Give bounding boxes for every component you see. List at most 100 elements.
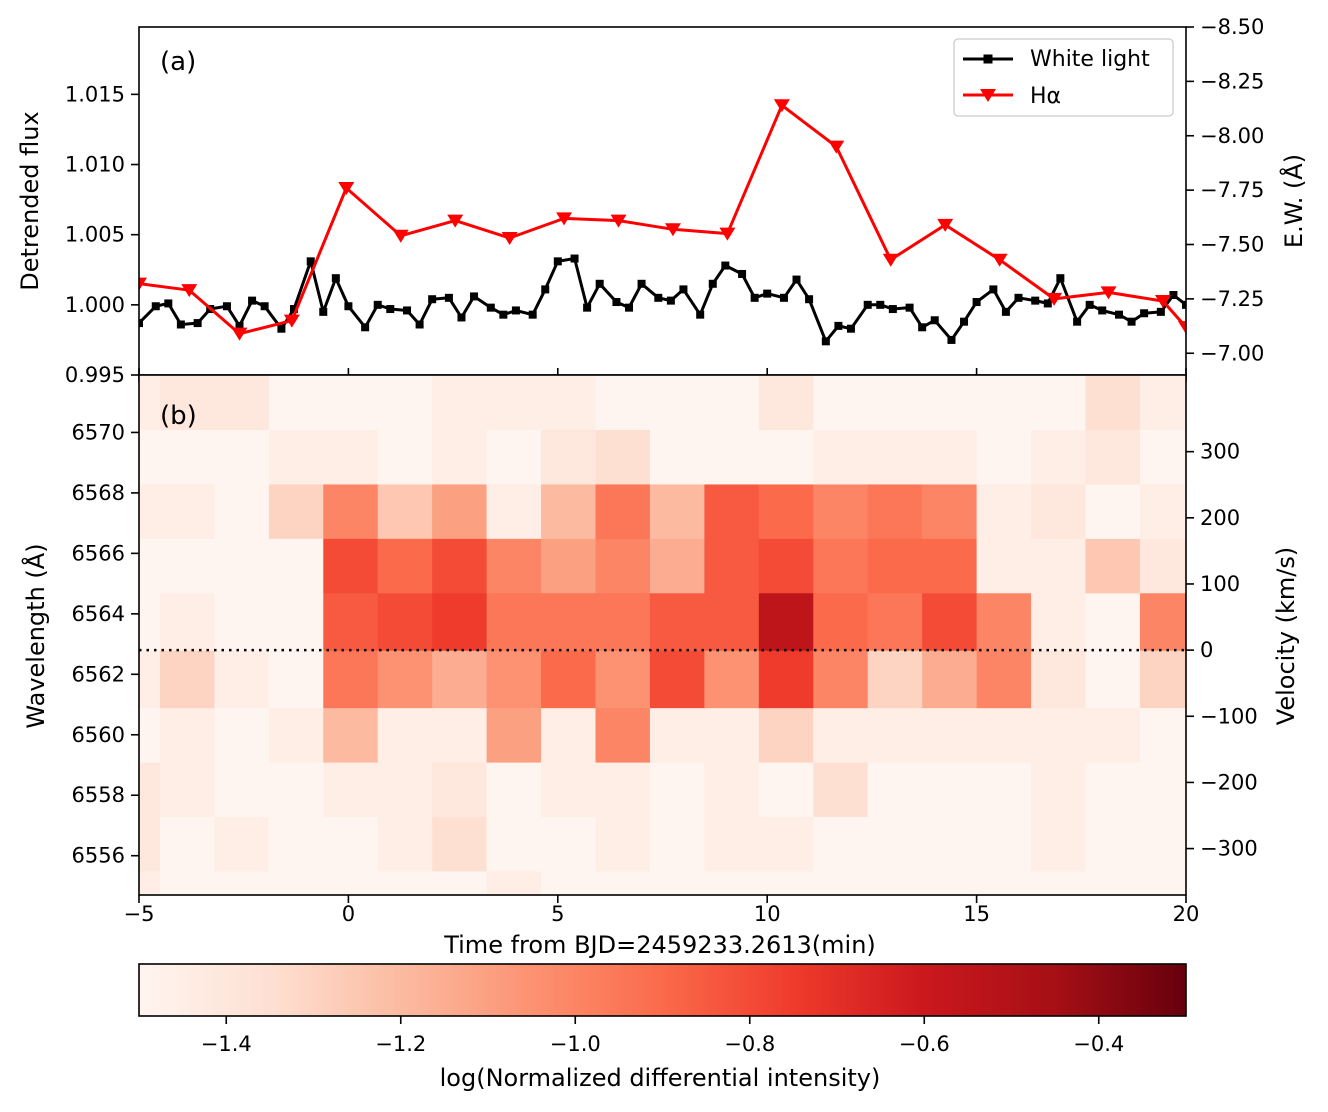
heatmap-cell [323, 375, 379, 431]
time-tick-label: −5 [124, 902, 155, 926]
heatmap-cell [758, 707, 814, 763]
colorbar-tick-label: −1.4 [201, 1032, 252, 1056]
heatmap-cell [432, 707, 488, 763]
heatmap-cell [813, 483, 869, 539]
heatmap-cell [159, 538, 215, 594]
heatmap-cell [139, 707, 161, 763]
h-alpha-point [937, 218, 954, 232]
heatmap-cell [595, 429, 651, 485]
white-light-point [738, 269, 747, 278]
wavelength-tick-label: 6562 [72, 662, 125, 686]
white-light-point [960, 317, 969, 326]
white-light-point [415, 320, 424, 329]
white-light-point [750, 293, 759, 302]
white-light-point [972, 298, 981, 307]
heatmap-cell [432, 650, 488, 709]
heatmap-cell [214, 429, 270, 485]
white-light-point [721, 261, 730, 270]
white-light-point [499, 310, 508, 319]
white-light-point [624, 303, 633, 312]
right-ew-tick-label: −8.25 [1200, 69, 1264, 93]
h-alpha-point [139, 277, 147, 291]
heatmap-cell [704, 870, 760, 895]
heatmap-cell [1139, 870, 1186, 895]
heatmap-cell [595, 650, 651, 709]
heatmap-cell [813, 429, 869, 485]
velocity-tick-label: 200 [1200, 506, 1240, 530]
white-light-point [1056, 274, 1065, 283]
white-light-point [696, 310, 705, 319]
panel-b-frame [138, 374, 1187, 896]
white-light-point [176, 320, 185, 329]
time-tick-label: 0 [342, 902, 355, 926]
heatmap-cell [486, 375, 542, 431]
white-light-point [1169, 291, 1178, 300]
h-alpha-point [664, 223, 681, 237]
white-light-point [888, 305, 897, 314]
heatmap-cell [1139, 707, 1186, 763]
heatmap-cell [268, 761, 324, 817]
heatmap-cell [377, 870, 433, 895]
heatmap-cell [976, 592, 1032, 651]
heatmap-cell [758, 761, 814, 817]
heatmap-cell [541, 375, 597, 431]
heatmap-cell [323, 650, 379, 709]
white-light-point [222, 302, 231, 311]
heatmap-cell [813, 707, 869, 763]
white-light-point [821, 337, 830, 346]
h-alpha-point [882, 253, 899, 267]
wavelength-tick-label: 6568 [72, 481, 125, 505]
heatmap-cell [432, 483, 488, 539]
heatmap-cell [704, 650, 760, 709]
white-light-point [918, 323, 927, 332]
heatmap-cell [214, 650, 270, 709]
h-alpha-point [828, 140, 845, 154]
heatmap-cell [758, 429, 814, 485]
heatmap-cell [486, 650, 542, 709]
heatmap-cell [922, 592, 978, 651]
white-light-point [947, 335, 956, 344]
wavelength-tick-label: 6560 [72, 723, 125, 747]
heatmap-cell [268, 650, 324, 709]
heatmap-cell [377, 707, 433, 763]
white-light-point [457, 313, 466, 322]
velocity-tick-label: 0 [1200, 638, 1213, 662]
heatmap-cell [758, 592, 814, 651]
heatmap-cell [541, 483, 597, 539]
heatmap-cell [377, 650, 433, 709]
white-light-point [511, 306, 520, 315]
h-alpha-point [447, 214, 464, 228]
white-light-point [708, 279, 717, 288]
h-alpha-point [338, 181, 355, 195]
white-light-point [260, 302, 269, 311]
heatmap-cell [139, 870, 161, 895]
white-light-point [1043, 299, 1052, 308]
heatmap-cell [541, 538, 597, 594]
white-light-point [151, 302, 160, 311]
heatmap-cell [922, 870, 978, 895]
white-light-point [1073, 317, 1082, 326]
heatmap-cell [139, 761, 161, 817]
heatmap-cell [486, 707, 542, 763]
heatmap-cell [649, 429, 705, 485]
heatmap-cell [432, 870, 488, 895]
heatmap-cell [649, 650, 705, 709]
white-light-point [277, 324, 286, 333]
heatmap-cell [922, 816, 978, 872]
velocity-tick-label: −300 [1200, 837, 1258, 861]
heatmap-cell [1139, 429, 1186, 485]
heatmap-cell [649, 538, 705, 594]
heatmap-cell [758, 375, 814, 431]
heatmap-cell [541, 429, 597, 485]
heatmap-cell [758, 538, 814, 594]
heatmap-cell [976, 429, 1032, 485]
heatmap-cell [704, 429, 760, 485]
heatmap-cell [1031, 707, 1087, 763]
heatmap-cell [268, 870, 324, 895]
heatmap-cell [1031, 870, 1087, 895]
right-ew-tick-label: −8.00 [1200, 124, 1264, 148]
x-axis-label: Time from BJD=2459233.2613(min) [443, 931, 876, 959]
white-light-point [779, 293, 788, 302]
h-alpha-point [1100, 286, 1117, 300]
heatmap-cell [159, 483, 215, 539]
